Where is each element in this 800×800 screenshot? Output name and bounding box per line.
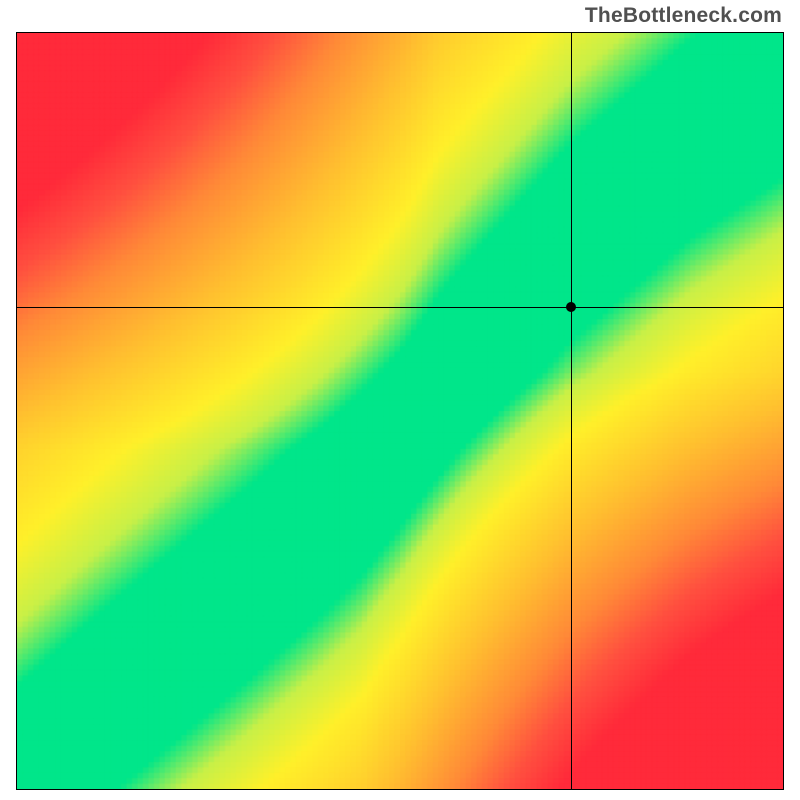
crosshair-marker (566, 302, 576, 312)
bottleneck-heatmap (17, 33, 783, 789)
plot-area (16, 32, 784, 790)
crosshair-horizontal (17, 307, 783, 308)
crosshair-vertical (571, 33, 572, 789)
attribution-text: TheBottleneck.com (585, 4, 782, 28)
